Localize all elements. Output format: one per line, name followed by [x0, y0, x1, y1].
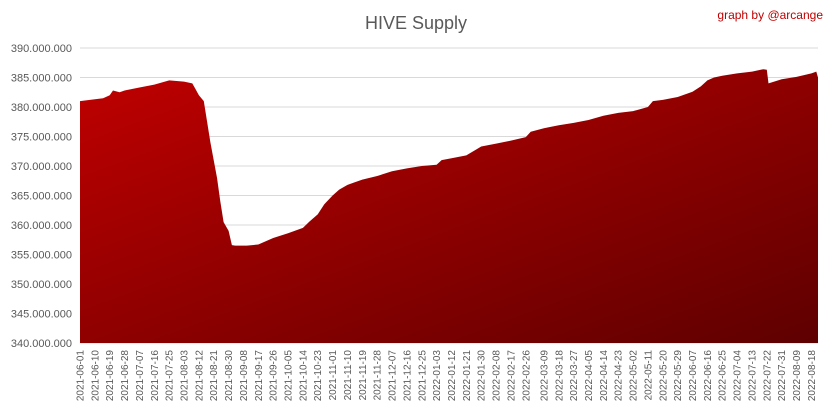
- y-tick-label: 380.000.000: [11, 102, 72, 114]
- chart-credit: graph by @arcange: [717, 8, 823, 22]
- x-tick-label: 2021-12-25: [417, 350, 428, 402]
- x-tick-label: 2022-06-07: [688, 350, 699, 402]
- x-tick-label: 2022-03-27: [569, 350, 580, 402]
- y-tick-label: 360.000.000: [11, 220, 72, 232]
- y-tick-label: 340.000.000: [11, 338, 72, 350]
- x-tick-label: 2021-10-23: [313, 350, 324, 402]
- x-tick-label: 2022-04-05: [584, 350, 595, 402]
- x-tick-label: 2022-06-16: [703, 350, 714, 402]
- x-tick-label: 2022-01-30: [477, 350, 488, 402]
- x-tick-label: 2022-03-09: [539, 350, 550, 402]
- x-tick-label: 2021-08-03: [180, 350, 191, 402]
- y-tick-label: 345.000.000: [11, 309, 72, 321]
- y-tick-label: 390.000.000: [11, 43, 72, 55]
- x-tick-label: 2022-01-03: [432, 350, 443, 402]
- x-tick-label: 2022-03-18: [554, 350, 565, 402]
- supply-area-series: [80, 69, 818, 343]
- y-tick-label: 350.000.000: [11, 279, 72, 291]
- x-tick-label: 2022-05-20: [658, 350, 669, 402]
- y-tick-label: 385.000.000: [11, 73, 72, 85]
- x-tick-label: 2021-11-10: [343, 350, 354, 401]
- x-tick-label: 2022-08-18: [807, 350, 818, 402]
- chart-title: HIVE Supply: [365, 13, 467, 33]
- x-tick-label: 2021-11-19: [358, 350, 369, 401]
- x-tick-label: 2022-01-12: [447, 350, 458, 402]
- x-tick-label: 2022-08-09: [792, 350, 803, 402]
- x-tick-label: 2022-04-23: [614, 350, 625, 402]
- x-tick-label: 2022-04-14: [599, 350, 610, 402]
- x-tick-label: 2021-11-28: [373, 350, 384, 401]
- x-tick-label: 2021-06-10: [90, 350, 101, 402]
- y-axis-ticks: 340.000.000 345.000.000 350.000.000 355.000…: [11, 43, 72, 350]
- y-tick-label: 375.000.000: [11, 132, 72, 144]
- x-tick-label: 2021-07-25: [165, 350, 176, 402]
- x-tick-label: 2022-07-04: [733, 350, 744, 402]
- x-tick-label: 2022-05-29: [673, 350, 684, 402]
- x-tick-label: 2021-09-26: [269, 350, 280, 402]
- x-tick-label: 2021-08-21: [209, 350, 220, 402]
- x-tick-label: 2021-06-01: [76, 350, 87, 402]
- y-tick-label: 370.000.000: [11, 161, 72, 173]
- x-tick-label: 2021-12-07: [388, 350, 399, 402]
- x-axis-ticks: 2021-06-01 2021-06-10 2021-06-19 2021-06-28…: [76, 350, 818, 402]
- x-tick-label: 2021-10-14: [298, 350, 309, 402]
- x-tick-label: 2021-07-16: [150, 350, 161, 402]
- x-tick-label: 2022-07-22: [762, 350, 773, 402]
- y-tick-label: 355.000.000: [11, 250, 72, 262]
- x-tick-label: 2022-05-11: [643, 350, 654, 401]
- x-tick-label: 2021-09-08: [239, 350, 250, 402]
- x-tick-label: 2021-10-05: [284, 350, 295, 402]
- x-tick-label: 2022-07-13: [747, 350, 758, 402]
- x-tick-label: 2021-06-28: [120, 350, 131, 402]
- x-tick-label: 2021-07-07: [135, 350, 146, 402]
- x-tick-label: 2022-05-02: [629, 350, 640, 402]
- x-tick-label: 2022-01-21: [462, 350, 473, 402]
- x-tick-label: 2021-08-30: [224, 350, 235, 402]
- x-tick-label: 2022-02-26: [521, 350, 532, 402]
- x-tick-label: 2022-02-08: [492, 350, 503, 402]
- x-tick-label: 2021-08-12: [194, 350, 205, 402]
- x-tick-label: 2022-06-25: [718, 350, 729, 402]
- y-tick-label: 365.000.000: [11, 191, 72, 203]
- x-tick-label: 2022-02-17: [506, 350, 517, 402]
- x-tick-label: 2021-11-01: [328, 350, 339, 401]
- x-tick-label: 2021-12-16: [402, 350, 413, 402]
- x-tick-label: 2022-07-31: [777, 350, 788, 402]
- x-tick-label: 2021-09-17: [254, 350, 265, 402]
- x-tick-label: 2021-06-19: [105, 350, 116, 402]
